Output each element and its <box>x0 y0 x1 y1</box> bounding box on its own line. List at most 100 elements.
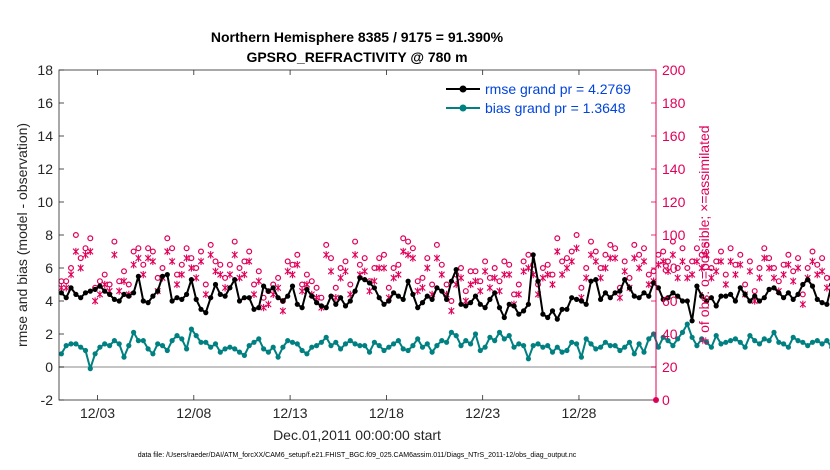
rmse-point <box>265 288 271 294</box>
obs-assimilated-mark <box>611 254 619 262</box>
rmse-point <box>472 293 479 299</box>
obs-possible-point <box>222 274 229 281</box>
obs-assimilated-mark <box>780 270 787 279</box>
obs-assimilated-point <box>149 257 157 266</box>
bias-point <box>492 338 498 344</box>
obs-assimilated-mark <box>361 267 368 275</box>
rmse-point <box>444 296 450 302</box>
obs-possible-point <box>217 261 224 268</box>
bias-point <box>549 349 556 355</box>
obs-assimilated-point <box>193 274 200 282</box>
obs-assimilated-point <box>375 264 383 272</box>
obs-assimilated-point <box>241 270 248 279</box>
obs-assimilated-point <box>82 251 89 259</box>
rmse-point <box>776 290 782 296</box>
bias-point <box>208 344 214 350</box>
obs-assimilated-point <box>660 257 667 266</box>
obs-assimilated-point <box>231 251 238 259</box>
obs-assimilated-mark <box>120 277 128 285</box>
bias-point <box>333 339 339 345</box>
bias-point <box>814 338 820 344</box>
obs-assimilated-point <box>669 251 677 259</box>
bias-point <box>468 341 474 347</box>
bias-point <box>232 346 238 352</box>
obs-assimilated-point <box>284 267 291 275</box>
bias-point <box>314 343 320 349</box>
obs-possible-point <box>722 271 729 278</box>
bias-point <box>419 344 426 350</box>
y-tick-label: 18 <box>37 62 53 78</box>
obs-assimilated-point <box>438 270 445 279</box>
obs-possible-point <box>751 288 758 295</box>
bias-point <box>655 344 662 350</box>
obs-assimilated-mark <box>607 254 614 262</box>
obs-assimilated-mark <box>327 267 335 275</box>
obs-assimilated-mark <box>737 261 744 269</box>
obs-possible-point <box>799 291 806 298</box>
obs-assimilated-mark <box>486 284 494 292</box>
rmse-point <box>318 303 324 309</box>
obs-assimilated-point <box>727 257 734 266</box>
obs-possible-point <box>275 274 282 281</box>
obs-assimilated-point <box>202 290 210 299</box>
rmse-point <box>73 291 79 297</box>
obs-assimilated-point <box>525 264 532 272</box>
bias-point <box>824 338 830 344</box>
rmse-point <box>631 293 637 299</box>
obs-assimilated-mark <box>809 257 816 266</box>
bias-point <box>102 341 108 347</box>
obs-assimilated-mark <box>746 267 754 275</box>
rmse-point <box>694 283 700 289</box>
obs-assimilated-mark <box>496 287 503 295</box>
bias-point <box>400 346 406 352</box>
bias-point <box>140 338 146 344</box>
rmse-point <box>328 293 334 299</box>
bias-point <box>159 343 166 349</box>
rmse-point <box>256 305 262 311</box>
rmse-point <box>506 301 512 307</box>
obs-assimilated-mark <box>183 254 190 262</box>
chart-title: Northern Hemisphere 8385 / 9175 = 91.390… <box>211 29 504 45</box>
y-right-tick-label: 80 <box>662 260 678 276</box>
y-right-tick-label: 20 <box>662 359 678 375</box>
bias-point <box>203 339 209 345</box>
obs-assimilated-mark <box>467 280 474 289</box>
rmse-point <box>261 283 267 289</box>
obs-assimilated-mark <box>164 247 171 256</box>
bias-point <box>472 331 479 337</box>
obs-assimilated-mark <box>197 257 205 266</box>
rmse-point <box>217 291 223 297</box>
obs-possible-point <box>689 258 696 265</box>
bias-point <box>198 339 204 345</box>
rmse-point <box>699 293 705 299</box>
obs-assimilated-point <box>664 267 672 275</box>
bias-point <box>256 336 262 342</box>
obs-assimilated-point <box>77 264 84 272</box>
bias-point <box>386 344 392 350</box>
obs-assimilated-point <box>212 267 219 275</box>
rmse-point <box>521 308 527 314</box>
rmse-point <box>458 301 464 307</box>
bias-point <box>275 354 281 360</box>
bias-point <box>578 354 585 360</box>
rmse-point <box>593 277 599 283</box>
bias-point <box>574 341 580 347</box>
rmse-point <box>540 311 546 317</box>
obs-possible-point <box>125 281 132 288</box>
obs-possible-point <box>559 258 566 265</box>
bias-point <box>631 351 637 357</box>
bias-point <box>429 349 435 355</box>
obs-assimilated-mark <box>712 267 720 275</box>
bias-point <box>477 347 483 354</box>
obs-assimilated-mark <box>573 244 580 252</box>
obs-possible-point <box>120 268 127 275</box>
obs-possible-point <box>828 275 830 281</box>
obs-possible-point <box>198 248 205 255</box>
obs-assimilated-mark <box>424 264 431 272</box>
obs-assimilated-mark <box>67 270 75 279</box>
obs-assimilated-mark <box>77 264 84 272</box>
obs-assimilated-mark <box>592 257 600 266</box>
obs-assimilated-point <box>279 307 287 315</box>
legend-bias-label: bias grand pr = 1.3648 <box>485 100 626 116</box>
rmse-point <box>270 285 276 291</box>
